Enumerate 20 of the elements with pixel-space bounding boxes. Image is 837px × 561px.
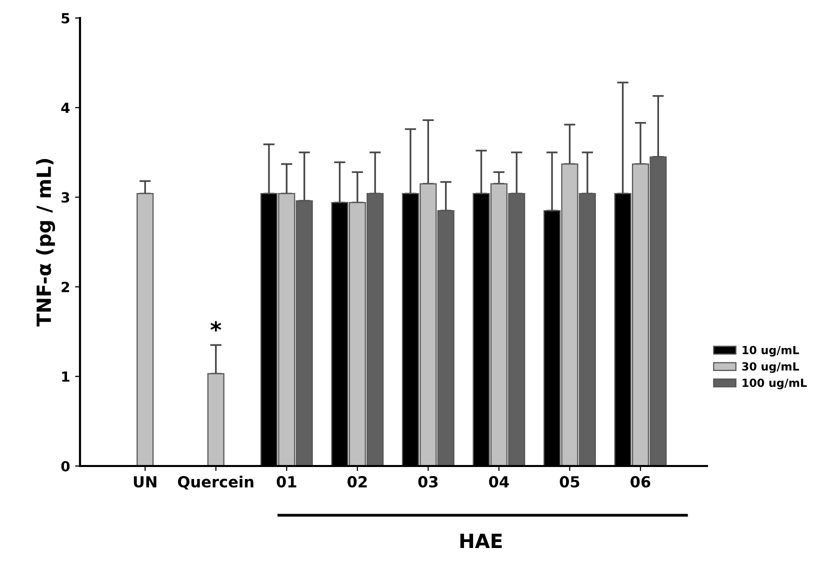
annotation: *	[210, 321, 222, 332]
y-tick-label: 0	[61, 460, 70, 472]
text: HAE	[460, 534, 502, 548]
x-tick-label: Quercein	[178, 476, 254, 490]
x-tick-label: 03	[418, 476, 438, 488]
x-tick-label: 01	[276, 476, 296, 488]
x-tick-label: 02	[348, 476, 367, 488]
x-tick-label: UN	[134, 476, 156, 488]
y-tick-label: 2	[62, 282, 70, 292]
x-tick-label: 04	[489, 476, 509, 488]
y-axis-title: TNF-α (pg / mL)	[36, 159, 56, 327]
x-tick-label: 06	[630, 476, 650, 488]
y-tick-label: 4	[61, 102, 70, 113]
legend-label: 10 ug/mL	[742, 346, 800, 356]
x-tick-label: 05	[560, 476, 580, 488]
y-tick-label: 5	[62, 13, 70, 24]
y-tick-label: 1	[62, 372, 70, 382]
y-tick-label: 3	[62, 192, 70, 203]
legend-label: 100 ug/mL	[742, 378, 807, 390]
legend-label: 30 ug/mL	[742, 362, 800, 373]
